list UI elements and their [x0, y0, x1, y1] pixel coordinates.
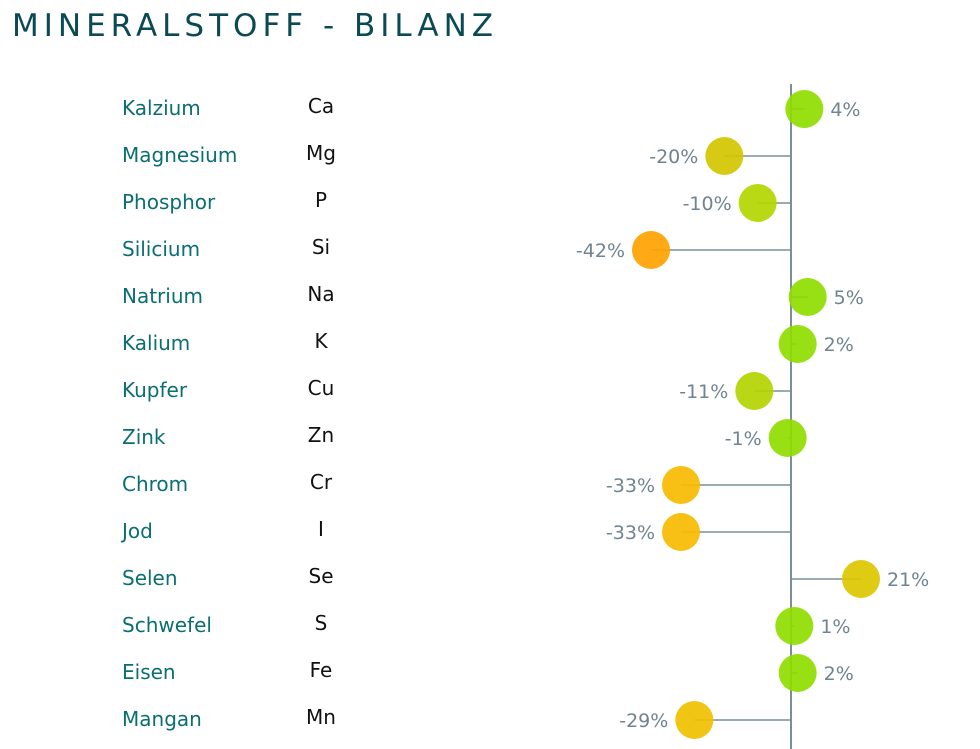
mineral-name: Eisen: [122, 660, 176, 684]
mineral-name: Natrium: [122, 284, 203, 308]
mineral-symbol: Fe: [309, 658, 333, 682]
lollipop-dot: [778, 654, 817, 692]
value-label: 2%: [824, 663, 854, 685]
mineral-name: Chrom: [122, 472, 189, 496]
mineral-symbol: Cu: [307, 376, 335, 400]
mineral-name: Magnesium: [122, 143, 238, 167]
value-label: 2%: [824, 334, 854, 356]
mineral-name: Kalzium: [122, 96, 201, 120]
mineral-symbol: Mg: [306, 141, 336, 165]
mineral-symbol: K: [314, 329, 328, 353]
lollipop-dot: [785, 90, 824, 128]
value-label: 21%: [887, 569, 929, 591]
value-label: -29%: [619, 710, 668, 732]
lollipop-dot: [738, 184, 777, 222]
lollipop-dot: [662, 513, 701, 551]
lollipop-dot: [675, 701, 714, 739]
mineral-name: Zink: [122, 425, 166, 449]
mineral-symbol: Cr: [309, 470, 333, 494]
lollipop-dot: [662, 466, 701, 504]
mineral-symbol: Na: [307, 282, 335, 306]
mineral-name: Schwefel: [122, 613, 212, 637]
value-label: 1%: [820, 616, 850, 638]
value-label: -11%: [679, 381, 728, 403]
value-label: 5%: [834, 287, 864, 309]
lollipop-dot: [775, 607, 814, 645]
lollipop-dot: [841, 560, 880, 598]
value-label: -42%: [576, 240, 625, 262]
mineral-symbol: Zn: [307, 423, 335, 447]
value-label: -20%: [649, 146, 698, 168]
mineral-symbol: Si: [311, 235, 331, 259]
lollipop-dot: [735, 372, 774, 410]
mineral-name: Mangan: [122, 707, 202, 731]
mineral-symbol: I: [318, 517, 324, 541]
mineral-symbol: Se: [308, 564, 334, 588]
mineral-name: Kalium: [122, 331, 191, 355]
value-label: -33%: [606, 475, 655, 497]
value-label: -10%: [683, 193, 732, 215]
mineral-name: Silicium: [122, 237, 201, 261]
mineral-name: Phosphor: [122, 190, 216, 214]
lollipop-dot: [705, 137, 744, 175]
value-label: -33%: [606, 522, 655, 544]
value-label: -1%: [725, 428, 762, 450]
mineral-symbol: P: [314, 188, 328, 212]
mineral-symbol: Ca: [307, 94, 335, 118]
lollipop-dot: [788, 278, 827, 316]
chart-title: MINERALSTOFF - BILANZ: [12, 8, 499, 44]
lollipop-dot: [778, 325, 817, 363]
lollipop-dot: [632, 231, 671, 269]
mineral-symbol: S: [314, 611, 328, 635]
lollipop-dot: [768, 419, 807, 457]
mineral-name: Selen: [122, 566, 178, 590]
mineral-symbol: Mn: [306, 705, 336, 729]
mineral-name: Kupfer: [122, 378, 188, 402]
mineral-name: Jod: [122, 519, 153, 543]
value-label: 4%: [830, 99, 860, 121]
